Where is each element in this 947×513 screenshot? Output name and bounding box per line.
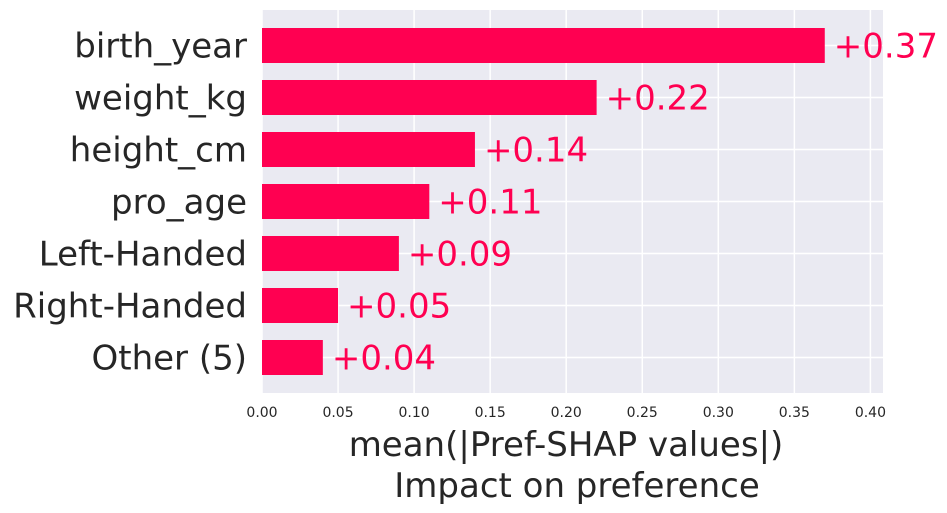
category-label: pro_age: [111, 183, 247, 223]
x-axis-title-line2: Impact on preference: [394, 466, 759, 506]
bar: [262, 184, 430, 219]
category-label: Right-Handed: [13, 287, 247, 327]
x-tick-label: 0.00: [246, 405, 277, 421]
category-label: height_cm: [70, 131, 247, 171]
value-label: +0.14: [484, 131, 588, 171]
x-tick-label: 0.30: [703, 405, 734, 421]
bar: [262, 28, 825, 63]
bar: [262, 236, 399, 271]
category-labels: birth_year weight_kg height_cm pro_age Left-…: [13, 27, 247, 379]
value-label: +0.05: [347, 287, 451, 327]
x-tick-label: 0.35: [779, 405, 810, 421]
category-label: Left-Handed: [39, 235, 247, 275]
category-label: Other (5): [91, 339, 247, 379]
x-tick-label: 0.05: [322, 405, 353, 421]
x-tick-label: 0.40: [855, 405, 886, 421]
bar: [262, 288, 339, 323]
value-label: +0.37: [834, 27, 938, 67]
value-label: +0.22: [606, 79, 710, 119]
value-label: +0.04: [332, 339, 436, 379]
value-label: +0.09: [408, 235, 512, 275]
x-tick-label: 0.20: [551, 405, 582, 421]
x-axis-title-line1: mean(|Pref-SHAP values|): [349, 425, 784, 465]
bar: [262, 132, 475, 167]
category-label: weight_kg: [74, 79, 247, 119]
x-tick-label: 0.15: [475, 405, 506, 421]
bar: [262, 340, 323, 375]
category-label: birth_year: [74, 27, 247, 67]
value-label: +0.11: [438, 183, 542, 223]
bar: [262, 80, 597, 115]
x-tick-label: 0.10: [399, 405, 430, 421]
x-tick-label: 0.25: [627, 405, 658, 421]
bars: [262, 28, 825, 375]
value-labels: +0.37 +0.22 +0.14 +0.11 +0.09 +0.05 +0.04: [332, 27, 938, 379]
x-tick-labels: 0.00 0.05 0.10 0.15 0.20 0.25 0.30 0.35 0.40: [246, 405, 886, 421]
